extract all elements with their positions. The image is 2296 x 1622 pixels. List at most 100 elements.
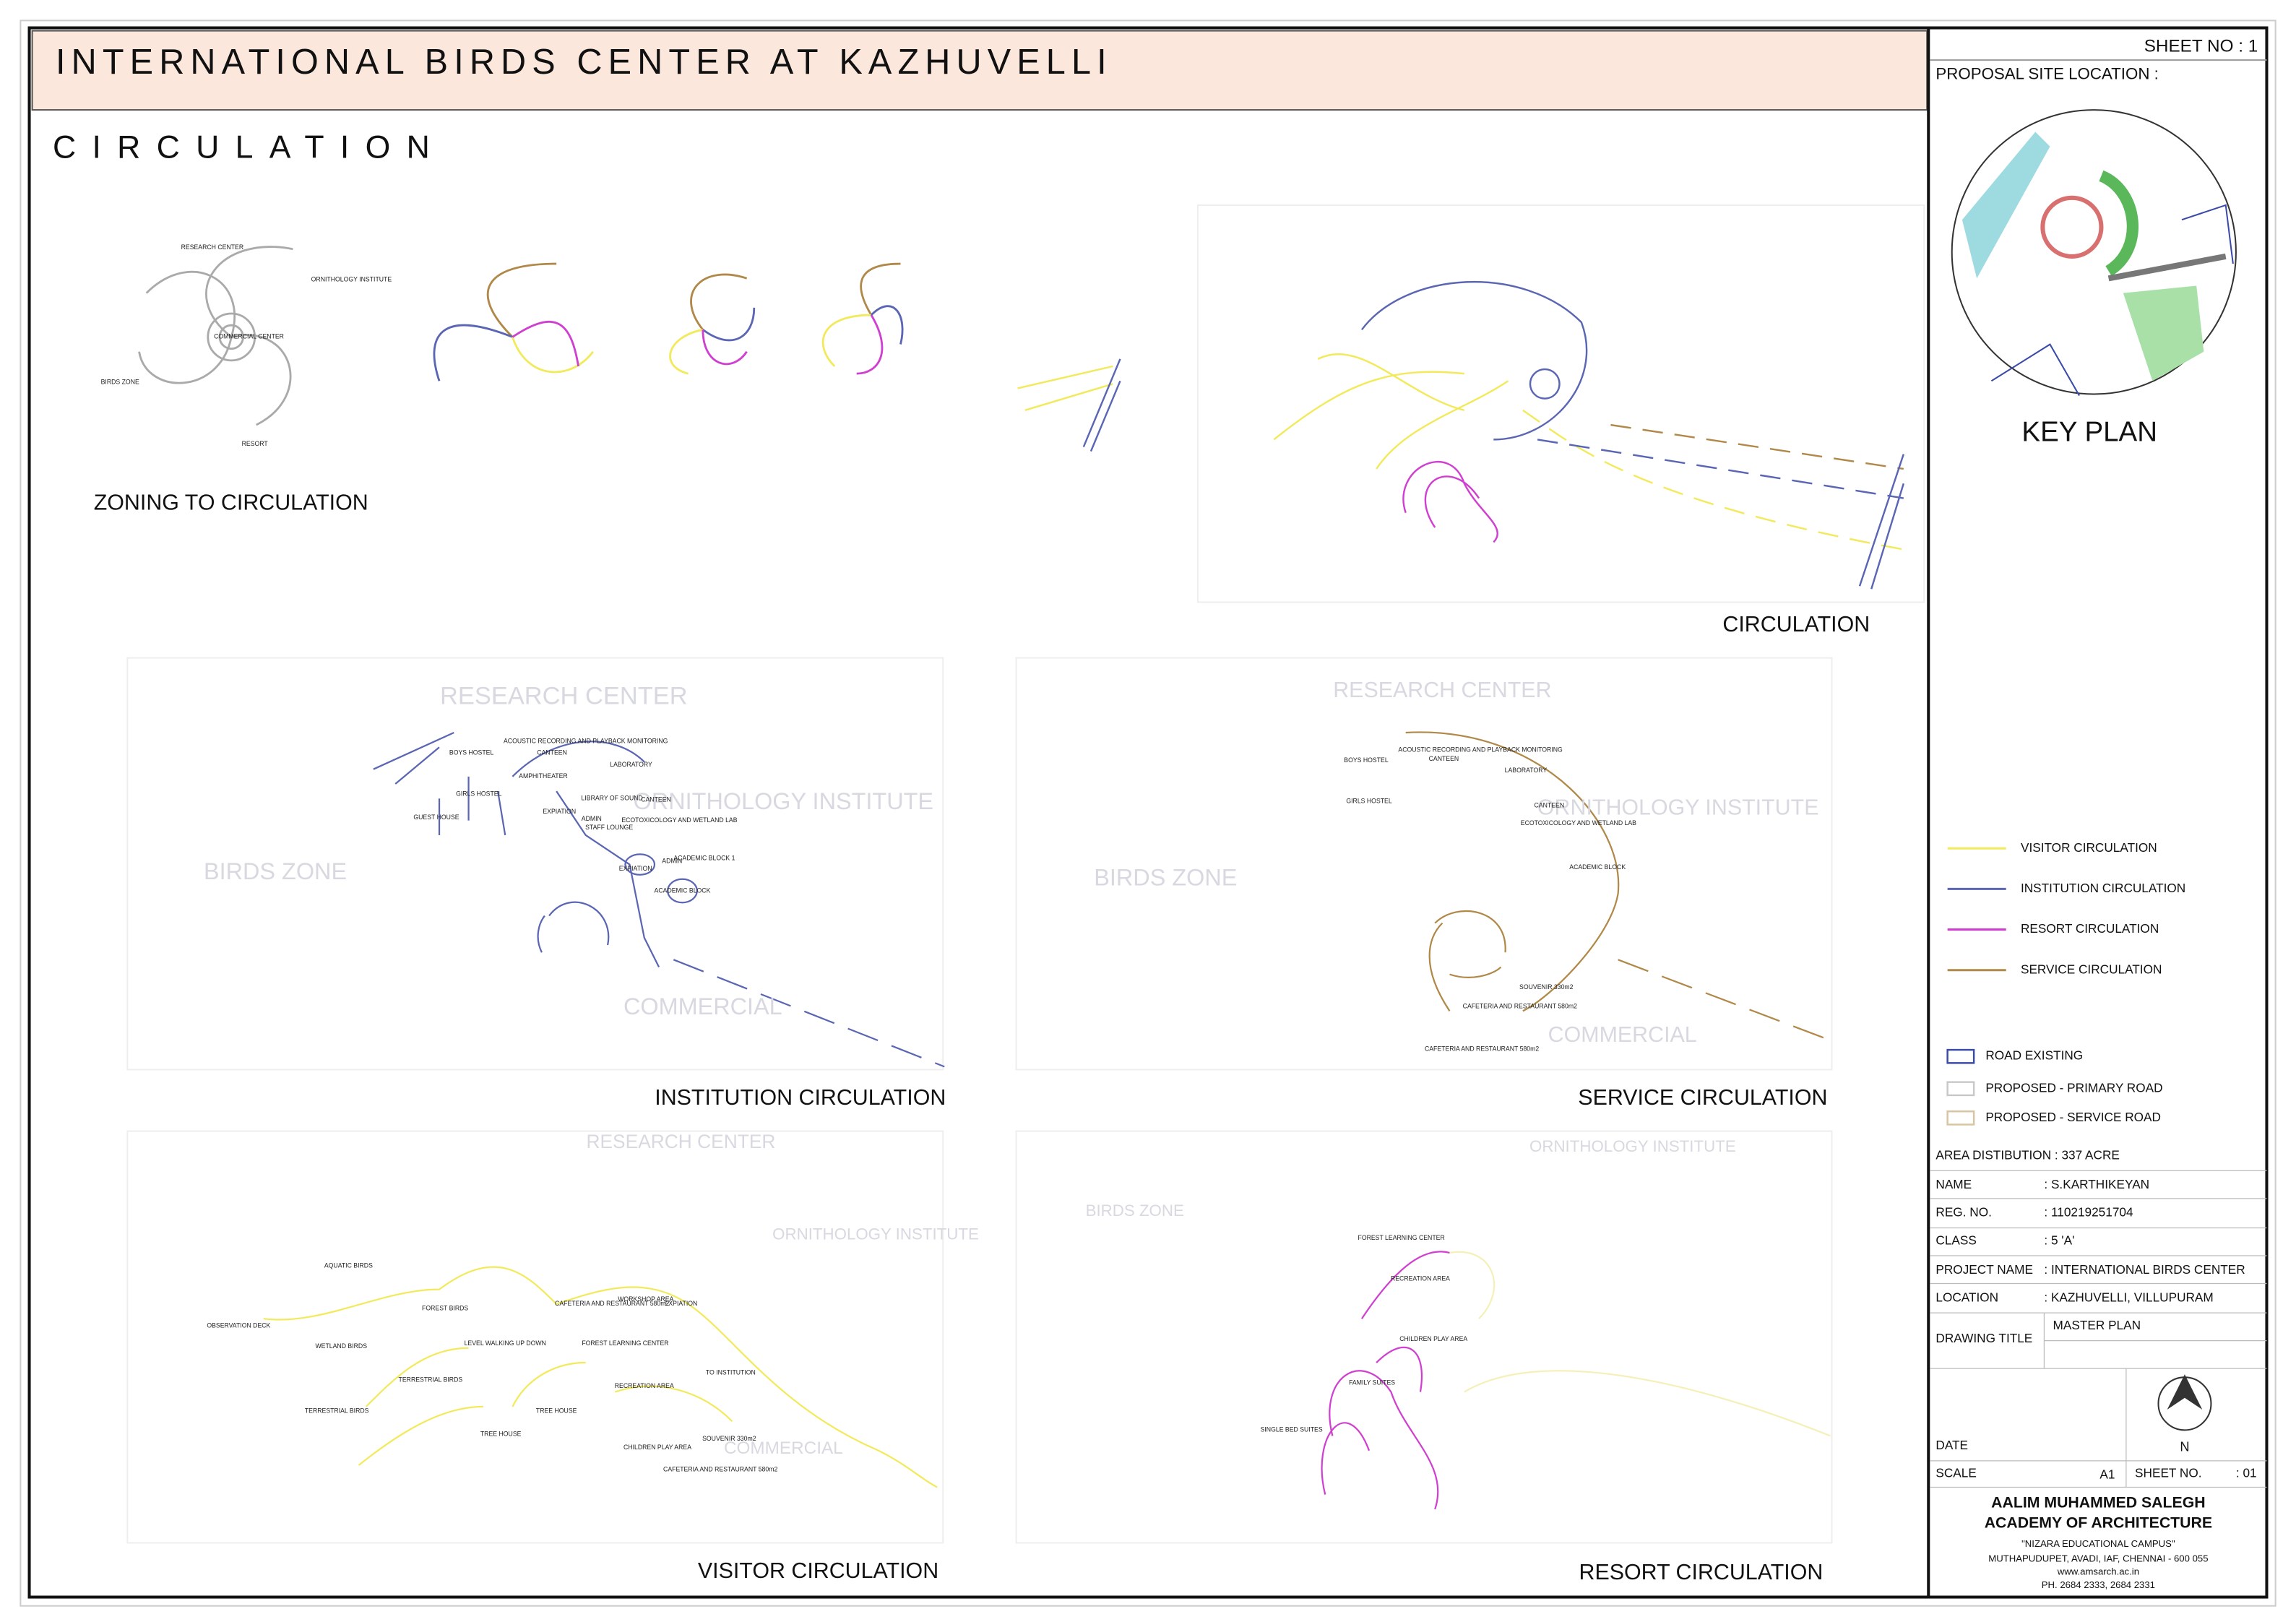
room-label: STAFF LOUNGE <box>585 824 633 831</box>
zone-label: COMMERCIAL <box>1548 1022 1697 1047</box>
circulation-drawing <box>1017 281 1904 590</box>
road-label: PROPOSED - SERVICE ROAD <box>1985 1110 2161 1124</box>
site-location: PROPOSAL SITE LOCATION : <box>1935 64 2158 82</box>
academy-line: PH. 2684 2333, 2684 2331 <box>2042 1579 2155 1590</box>
title-block-key: CLASS <box>1935 1233 1976 1247</box>
room-label: LIBRARY OF SOUND <box>582 795 643 802</box>
room-label: ACADEMIC BLOCK 1 <box>673 855 735 862</box>
panel-caption: VISITOR CIRCULATION <box>698 1558 938 1583</box>
header-band <box>31 30 1928 111</box>
title-block-value: MASTER PLAN <box>2053 1318 2141 1332</box>
room-label: CAFETERIA AND RESTAURANT 580m2 <box>555 1300 669 1307</box>
title-block-key: REG. NO. <box>1935 1205 1991 1220</box>
room-label: AMPHITHEATER <box>519 772 568 780</box>
north-label: N <box>2180 1438 2189 1454</box>
panel-caption: SERVICE CIRCULATION <box>1578 1085 1827 1110</box>
room-label: SINGLE BED SUITES <box>1261 1426 1323 1433</box>
legend-label: VISITOR CIRCULATION <box>2021 840 2157 855</box>
road-label: ROAD EXISTING <box>1985 1048 2083 1063</box>
zoning-diagrams <box>138 246 904 426</box>
room-label: TERRESTRIAL BIRDS <box>399 1376 463 1384</box>
room-label: AQUATIC BIRDS <box>324 1261 373 1269</box>
room-label: CANTEEN <box>1535 802 1565 809</box>
zone-label: ORNITHOLOGY INSTITUTE <box>1537 795 1819 819</box>
room-label: RECREATION AREA <box>1391 1275 1450 1282</box>
room-label: ACADEMIC BLOCK <box>655 887 711 894</box>
area-distribution: AREA DISTIBUTION : 337 ACRE <box>1935 1148 2119 1162</box>
room-label: SOUVENIR 330m2 <box>1519 983 1574 991</box>
zone-label: COMMERCIAL <box>623 993 782 1019</box>
room-label: LABORATORY <box>610 761 652 768</box>
room-label: ORNITHOLOGY INSTITUTE <box>311 276 392 283</box>
panel-frames <box>126 657 1833 1544</box>
key-plan-title: KEY PLAN <box>2021 416 2157 447</box>
legend-label: RESORT CIRCULATION <box>2021 921 2159 936</box>
room-label: ECOTOXICOLOGY AND WETLAND LAB <box>1521 819 1636 827</box>
circulation-frame <box>1196 204 1925 603</box>
room-label: CHILDREN PLAY AREA <box>623 1444 691 1451</box>
sheet-title: INTERNATIONAL BIRDS CENTER AT KAZHUVELLI <box>56 43 1113 82</box>
room-label: CAFETERIA AND RESTAURANT 580m2 <box>1425 1045 1539 1052</box>
room-label: EXPIATION <box>665 1300 698 1307</box>
road-swatch <box>1946 1081 1975 1097</box>
title-block-key: LOCATION <box>1935 1290 1998 1304</box>
zone-label: BIRDS ZONE <box>1094 864 1237 890</box>
room-label: ACOUSTIC RECORDING AND PLAYBACK MONITORI… <box>504 737 668 744</box>
title-block-key: NAME <box>1935 1177 1972 1191</box>
room-label: OBSERVATION DECK <box>207 1322 270 1329</box>
north-arrow <box>2157 1374 2212 1431</box>
frame <box>27 26 2269 1599</box>
room-label: BOYS HOSTEL <box>449 749 494 756</box>
room-label: LABORATORY <box>1505 767 1548 774</box>
room-label: CAFETERIA AND RESTAURANT 580m2 <box>1463 1003 1577 1010</box>
room-label: BIRDS ZONE <box>101 379 139 386</box>
room-label: CANTEEN <box>537 749 567 756</box>
zone-label: COMMERCIAL <box>724 1438 843 1458</box>
room-label: LEVEL WALKING UP DOWN <box>465 1340 546 1347</box>
room-label: GUEST HOUSE <box>413 814 459 821</box>
date-label: DATE <box>1935 1438 1968 1452</box>
road-swatch <box>1946 1048 1975 1064</box>
room-label: CAFETERIA AND RESTAURANT 580m2 <box>663 1465 777 1472</box>
room-label: FOREST LEARNING CENTER <box>582 1340 668 1347</box>
sheet-no-value: : 01 <box>2236 1466 2257 1480</box>
academy-line: MUTHAPUDUPET, AVADI, IAF, CHENNAI - 600 … <box>1988 1553 2208 1563</box>
scale-value: A1 <box>2099 1467 2115 1482</box>
panel-caption: CIRCULATION <box>1722 612 1870 637</box>
road-label: PROPOSED - PRIMARY ROAD <box>1985 1080 2162 1095</box>
title-block-value: : S.KARTHIKEYAN <box>2044 1177 2149 1191</box>
panel-caption: RESORT CIRCULATION <box>1579 1560 1824 1584</box>
panel-caption: INSTITUTION CIRCULATION <box>655 1085 946 1110</box>
panel-drawings <box>263 731 1831 1510</box>
room-label: BOYS HOSTEL <box>1344 756 1389 764</box>
academy-line: www.amsarch.ac.in <box>2057 1566 2139 1577</box>
room-label: ACOUSTIC RECORDING AND PLAYBACK MONITORI… <box>1398 746 1563 754</box>
room-label: TREE HOUSE <box>480 1431 522 1438</box>
room-label: ECOTOXICOLOGY AND WETLAND LAB <box>621 816 737 824</box>
room-label: RECREATION AREA <box>615 1382 674 1389</box>
room-label: WETLAND BIRDS <box>315 1342 367 1350</box>
zone-label: ORNITHOLOGY INSTITUTE <box>1529 1137 1736 1155</box>
room-label: RESORT <box>242 440 269 447</box>
zone-label: RESEARCH CENTER <box>440 682 688 709</box>
title-block-value: : 5 'A' <box>2044 1233 2074 1247</box>
room-label: FAMILY SUITES <box>1349 1379 1395 1386</box>
room-label: ADMIN <box>582 815 602 822</box>
title-block-value: : 110219251704 <box>2044 1205 2133 1220</box>
zone-label: ORNITHOLOGY INSTITUTE <box>772 1225 979 1243</box>
road-swatch <box>1946 1110 1975 1126</box>
legend-label: SERVICE CIRCULATION <box>2021 962 2162 976</box>
room-label: WORKSHOP AREA <box>618 1295 673 1303</box>
room-label: COMMERCIAL CENTER <box>214 333 284 340</box>
room-label: CHILDREN PLAY AREA <box>1399 1335 1467 1342</box>
zone-label: BIRDS ZONE <box>1086 1202 1184 1220</box>
panel-caption: ZONING TO CIRCULATION <box>94 491 368 515</box>
room-label: FOREST LEARNING CENTER <box>1358 1234 1445 1241</box>
scale-label: SCALE <box>1935 1466 1976 1480</box>
title-block-value: : KAZHUVELLI, VILLUPURAM <box>2044 1290 2213 1304</box>
academy-line: ACADEMY OF ARCHITECTURE <box>1985 1514 2212 1532</box>
room-label: TERRESTRIAL BIRDS <box>305 1407 369 1414</box>
